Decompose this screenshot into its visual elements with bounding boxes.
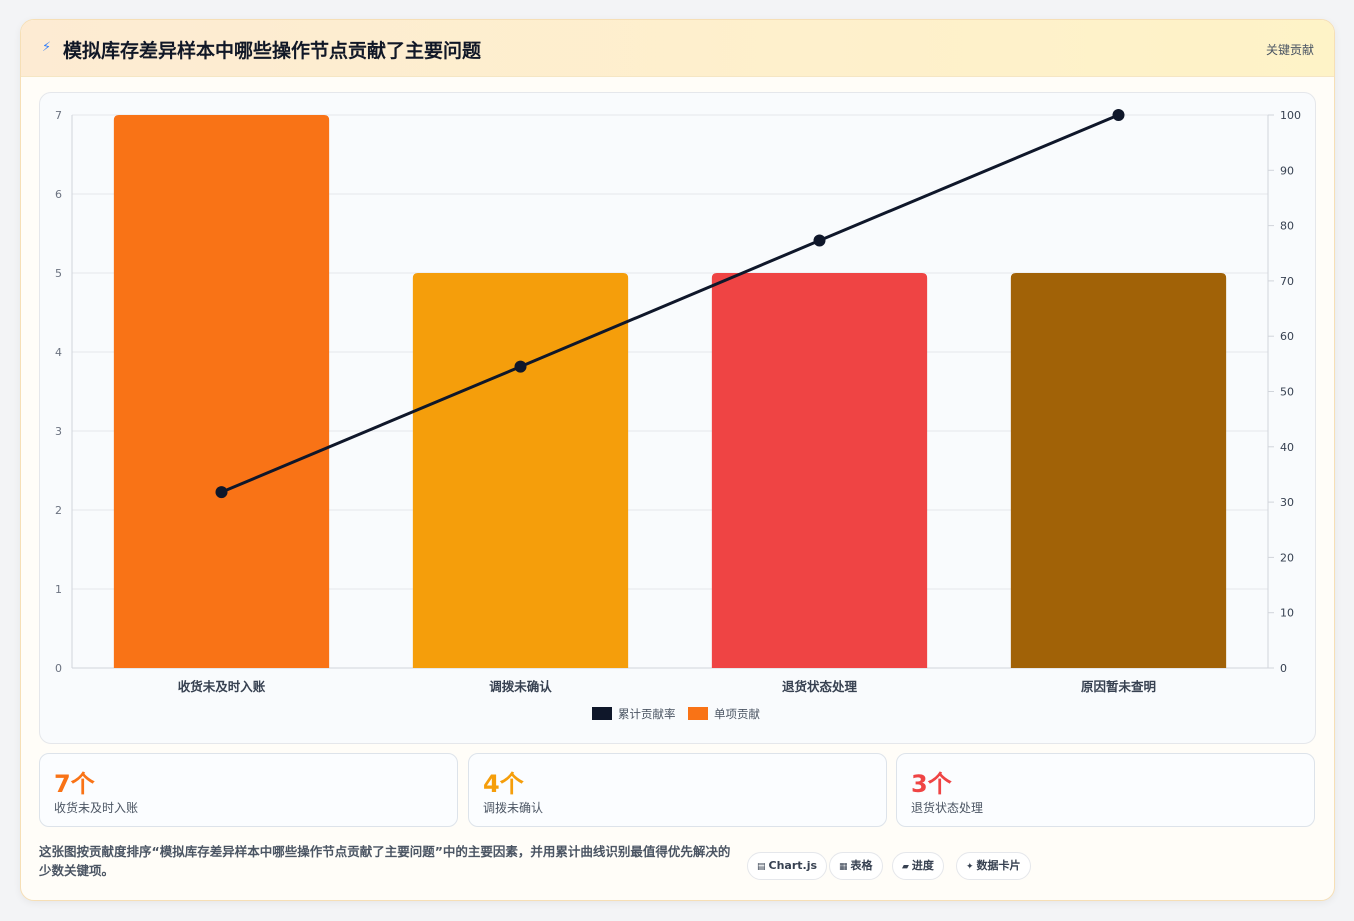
- cumulative-line: [220, 113, 1120, 494]
- stat-value: 3个: [911, 770, 952, 798]
- line-point: [1112, 109, 1125, 121]
- chart-description: 这张图按贡献度排序“模拟库存差异样本中哪些操作节点贡献了主要问题”中的主要因素，…: [39, 844, 731, 878]
- header-tag: 关键贡献: [1265, 43, 1314, 57]
- stat-card: 3个 退货状态处理: [896, 753, 1315, 827]
- stat-label: 收货未及时入账: [54, 801, 139, 815]
- stat-label: 调拨未确认: [483, 801, 544, 815]
- chart-icon: ▤: [757, 862, 766, 872]
- y-right-tick-label: 100: [1280, 109, 1301, 122]
- x-tick-label: 调拨未确认: [489, 679, 552, 694]
- y-right-tick-label: 80: [1280, 220, 1294, 233]
- progress-icon: ▰: [902, 862, 909, 872]
- line-point: [514, 360, 527, 373]
- pill-chartjs[interactable]: ▤ Chart.js: [747, 852, 828, 880]
- y-right-tick-label: 50: [1280, 386, 1294, 399]
- page-title: 模拟库存差异样本中哪些操作节点贡献了主要问题: [63, 40, 482, 62]
- y-left-tick-label: 2: [55, 504, 62, 517]
- x-tick-label: 收货未及时入账: [178, 679, 266, 694]
- y-left-tick-label: 4: [55, 346, 62, 359]
- y-right-tick-label: 90: [1280, 164, 1294, 177]
- pill-label: Chart.js: [768, 859, 818, 872]
- legend-label: 累计贡献率: [618, 707, 676, 721]
- y-right-tick-label: 70: [1280, 275, 1294, 288]
- y-right-tick-label: 10: [1280, 607, 1294, 620]
- line-point: [215, 486, 228, 499]
- bar: [711, 273, 928, 668]
- y-left-tick-label: 0: [55, 662, 62, 675]
- sparkle-icon: ✦: [966, 862, 974, 872]
- bar: [1010, 273, 1227, 668]
- y-right-tick-label: 30: [1280, 496, 1294, 509]
- stat-label: 退货状态处理: [911, 801, 984, 815]
- pill-data-card[interactable]: ✦ 数据卡片: [956, 852, 1031, 880]
- legend-swatch: [592, 707, 612, 720]
- y-right-tick-label: 40: [1280, 441, 1294, 454]
- stat-card: 4个 调拨未确认: [468, 753, 887, 827]
- pill-progress[interactable]: ▰ 进度: [892, 852, 944, 880]
- stat-card: 7个 收货未及时入账: [39, 753, 458, 827]
- legend-swatch: [688, 707, 708, 720]
- y-left-tick-label: 6: [55, 188, 62, 201]
- pill-label: 表格: [850, 859, 873, 872]
- pill-label: 进度: [911, 859, 934, 872]
- legend-label: 单项贡献: [714, 707, 760, 721]
- x-tick-label: 原因暂未查明: [1081, 679, 1156, 694]
- pareto-chart: 0 1 2 3 4 5 6 7 0 10 20 30 40 50 60 70 80 90 100 收货未及时入账 调拨未…: [39, 92, 1316, 744]
- card-header: ⚡ 模拟库存差异样本中哪些操作节点贡献了主要问题 关键贡献: [21, 20, 1334, 77]
- pill-label: 数据卡片: [976, 859, 1021, 872]
- bar: [412, 273, 629, 668]
- stat-value: 7个: [54, 770, 95, 798]
- table-icon: ▦: [839, 862, 848, 872]
- y-left-tick-label: 7: [55, 109, 62, 122]
- bar: [113, 115, 330, 668]
- y-left-tick-label: 1: [55, 583, 62, 596]
- y-right-tick-label: 20: [1280, 551, 1294, 564]
- stat-value: 4个: [483, 770, 524, 798]
- y-right-tick-label: 60: [1280, 330, 1294, 343]
- pill-table[interactable]: ▦ 表格: [829, 852, 883, 880]
- lightning-icon: ⚡: [42, 40, 52, 55]
- x-tick-label: 退货状态处理: [782, 679, 858, 694]
- y-left-tick-label: 3: [55, 425, 62, 438]
- y-left-tick-label: 5: [55, 267, 62, 280]
- line-point: [813, 234, 826, 247]
- stat-cards: 7个 收货未及时入账 4个 调拨未确认 3个 退货状态处理: [39, 753, 1316, 827]
- y-right-tick-label: 0: [1280, 662, 1287, 675]
